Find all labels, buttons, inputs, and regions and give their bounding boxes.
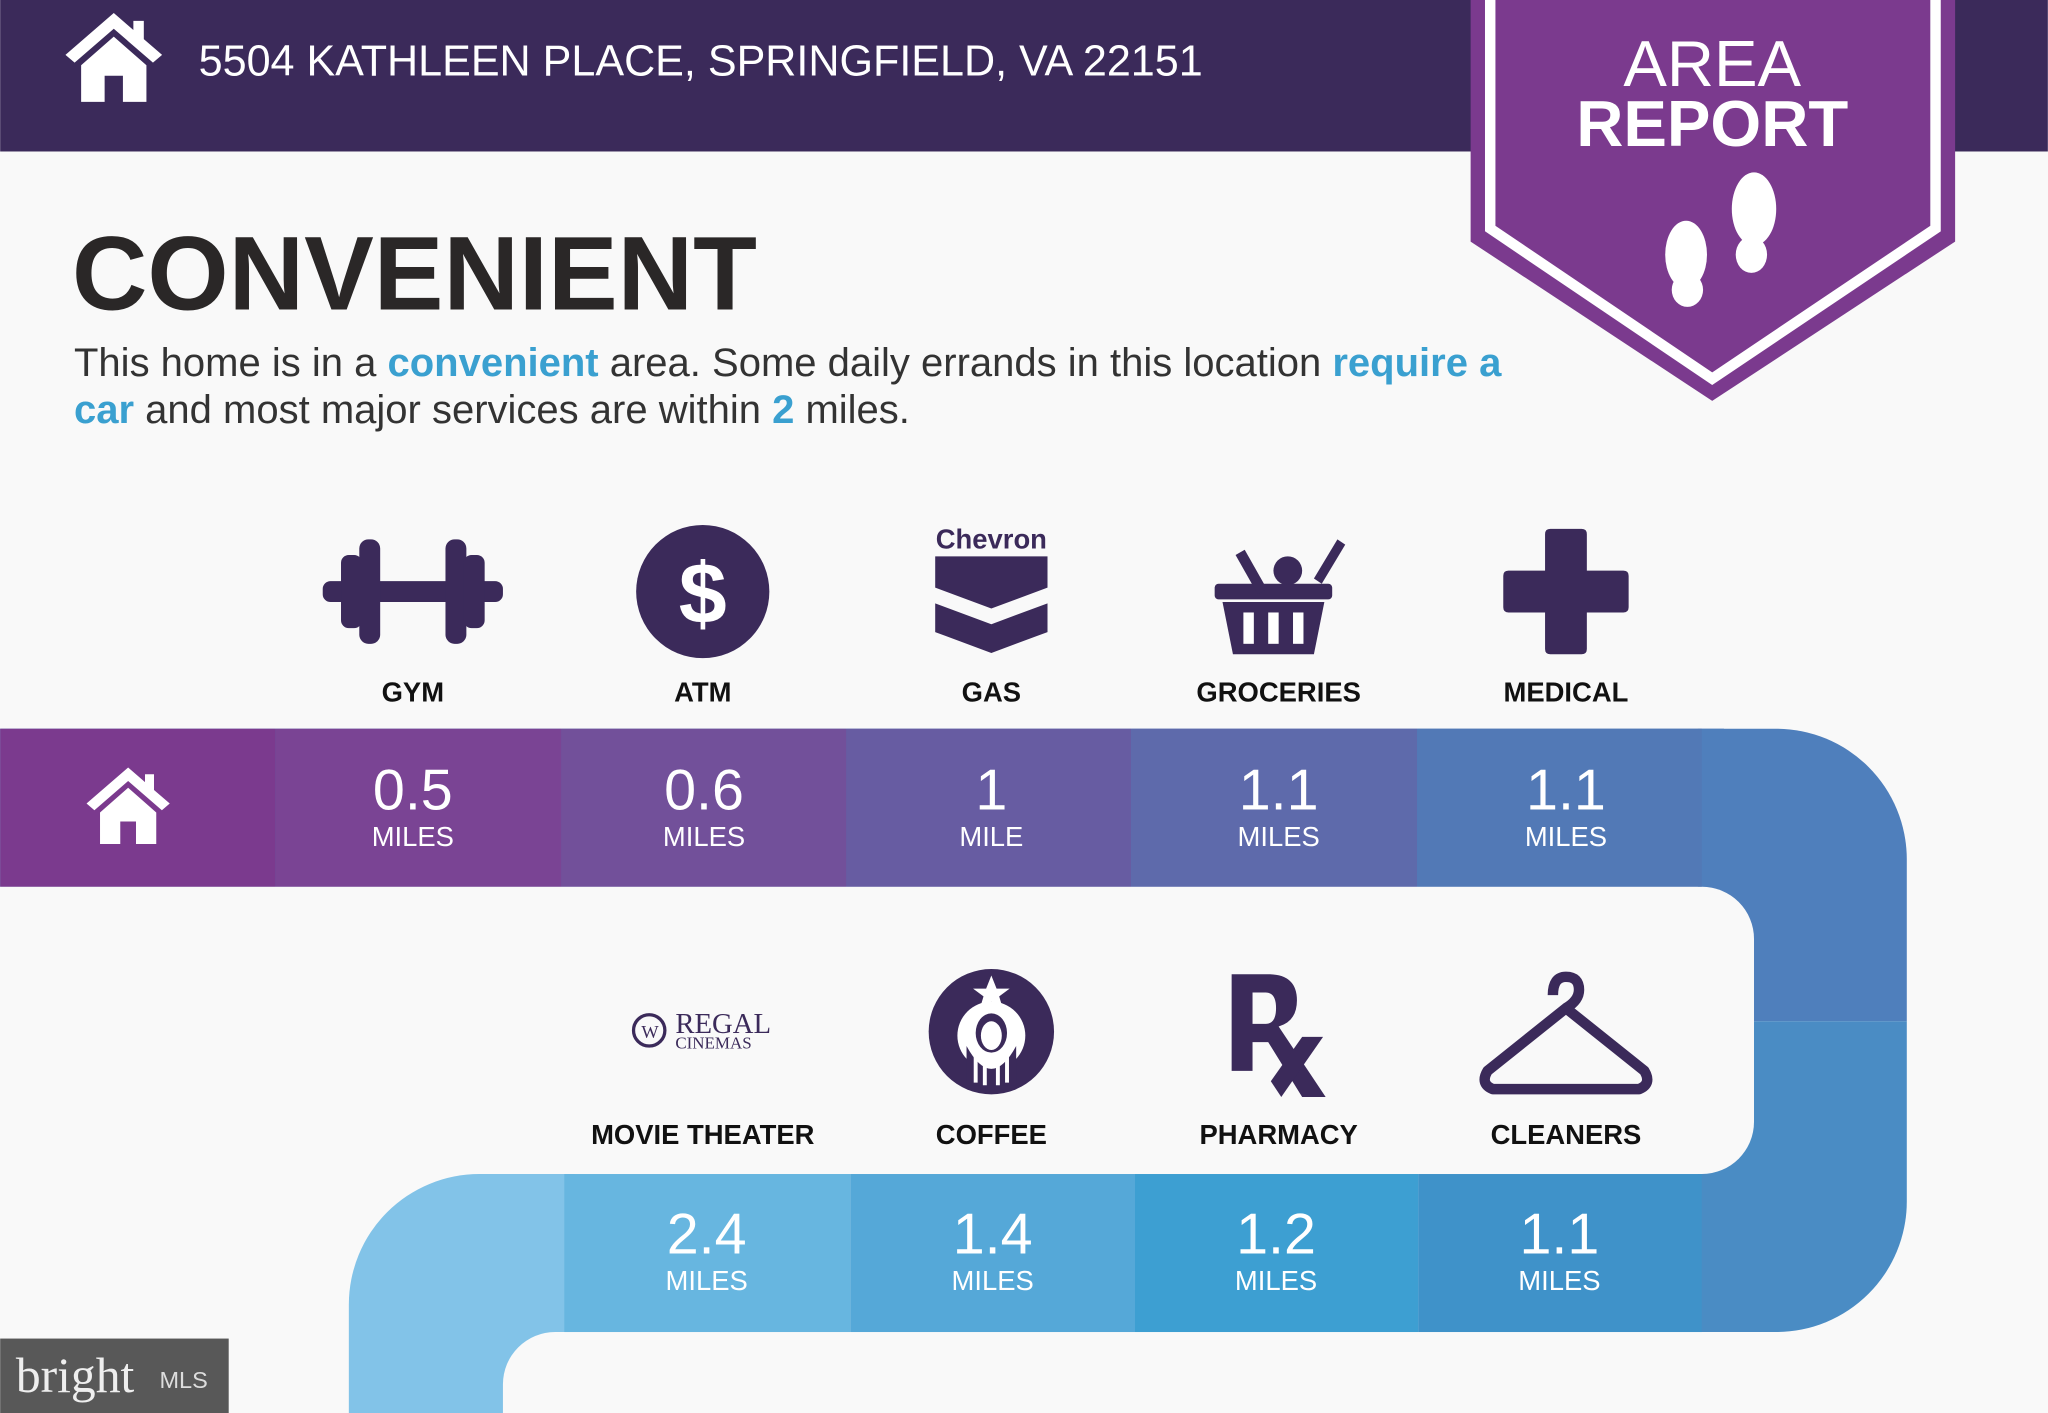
house-icon xyxy=(86,767,170,844)
svg-text:REGAL: REGAL xyxy=(675,1008,771,1040)
distance-value: 2.4 xyxy=(667,1203,747,1267)
distance-unit: MILES xyxy=(663,821,745,852)
distance-cell-atm xyxy=(561,728,847,887)
hanger-icon xyxy=(1479,971,1653,1095)
regal-cinemas-logo-icon: W REGAL CINEMAS xyxy=(631,1008,771,1053)
watermark-suffix: MLS xyxy=(159,1367,207,1393)
distance-cell-coffee xyxy=(850,1174,1136,1333)
category-label-groceries: GROCERIES xyxy=(1196,676,1360,707)
property-address: 5504 KATHLEEN PLACE, SPRINGFIELD, VA 221… xyxy=(199,38,1203,86)
description: This home is in a convenient area. Some … xyxy=(74,340,1524,434)
distance-cell-pharmacy xyxy=(1135,1174,1419,1333)
footprints-icon xyxy=(1665,172,1777,307)
desc-highlight: 2 xyxy=(772,388,795,432)
grocery-basket-icon xyxy=(1214,539,1346,655)
desc-text: and most major services are within xyxy=(134,388,773,432)
bright-mls-watermark: bright MLS xyxy=(0,1338,229,1413)
desc-highlight: require a car xyxy=(74,341,1502,432)
distance-value: 1.1 xyxy=(1239,759,1319,823)
category-label-atm: ATM xyxy=(674,676,731,707)
distance-unit: MILES xyxy=(1235,1265,1317,1296)
desc-text: This home is in a xyxy=(74,341,388,385)
distance-cell-gym xyxy=(275,728,562,887)
distance-value: 1.4 xyxy=(953,1203,1033,1267)
distance-value: 0.6 xyxy=(664,759,744,823)
category-label-pharmacy: PHARMACY xyxy=(1199,1119,1357,1150)
distance-unit: MILES xyxy=(952,1265,1034,1296)
medical-cross-icon xyxy=(1503,528,1629,655)
desc-highlight: convenient xyxy=(387,341,599,385)
distance-value: 1.2 xyxy=(1236,1203,1316,1267)
distance-unit: MILE xyxy=(959,821,1023,852)
distance-value: 1.1 xyxy=(1526,759,1606,823)
category-label-movie-theater: MOVIE THEATER xyxy=(591,1119,815,1150)
desc-text: miles. xyxy=(794,388,910,432)
distance-unit: MILES xyxy=(1525,821,1607,852)
dollar-icon: $ xyxy=(636,524,770,659)
distance-cell-gas xyxy=(846,728,1132,887)
rx-icon xyxy=(1231,974,1326,1097)
page-title: CONVENIENT xyxy=(72,216,757,333)
distance-value: 1 xyxy=(975,759,1007,823)
watermark-brand: bright xyxy=(16,1348,135,1403)
distance-cell-groceries xyxy=(1131,728,1418,887)
category-label-gas: GAS xyxy=(962,676,1021,707)
dumbbell-icon xyxy=(322,539,503,644)
badge-line-2: REPORT xyxy=(1576,87,1848,160)
svg-text:CINEMAS: CINEMAS xyxy=(675,1034,751,1053)
category-label-gym: GYM xyxy=(382,676,444,707)
category-label-coffee: COFFEE xyxy=(936,1119,1047,1150)
chevron-logo-text: Chevron xyxy=(936,523,1047,554)
distance-unit: MILES xyxy=(1518,1265,1600,1296)
area-report-badge: AREA REPORT xyxy=(1470,0,1956,401)
house-icon xyxy=(65,13,163,102)
badge-line-1: AREA xyxy=(1623,27,1801,100)
distance-value: 1.1 xyxy=(1519,1203,1599,1267)
distance-cell-medical xyxy=(1417,728,1702,887)
chevron-logo-icon: Chevron xyxy=(935,523,1048,653)
distance-cell-movie-theater xyxy=(564,1174,851,1333)
distance-value: 0.5 xyxy=(373,759,453,823)
distance-cell-cleaners xyxy=(1418,1174,1702,1333)
distance-unit: MILES xyxy=(666,1265,748,1296)
category-label-medical: MEDICAL xyxy=(1504,676,1629,707)
desc-text: area. Some daily errands in this locatio… xyxy=(598,341,1333,385)
distance-unit: MILES xyxy=(372,821,454,852)
starbucks-logo-icon xyxy=(928,968,1055,1095)
category-label-cleaners: CLEANERS xyxy=(1491,1119,1642,1150)
svg-text:W: W xyxy=(641,1022,659,1042)
distance-unit: MILES xyxy=(1238,821,1320,852)
svg-text:$: $ xyxy=(679,546,727,642)
